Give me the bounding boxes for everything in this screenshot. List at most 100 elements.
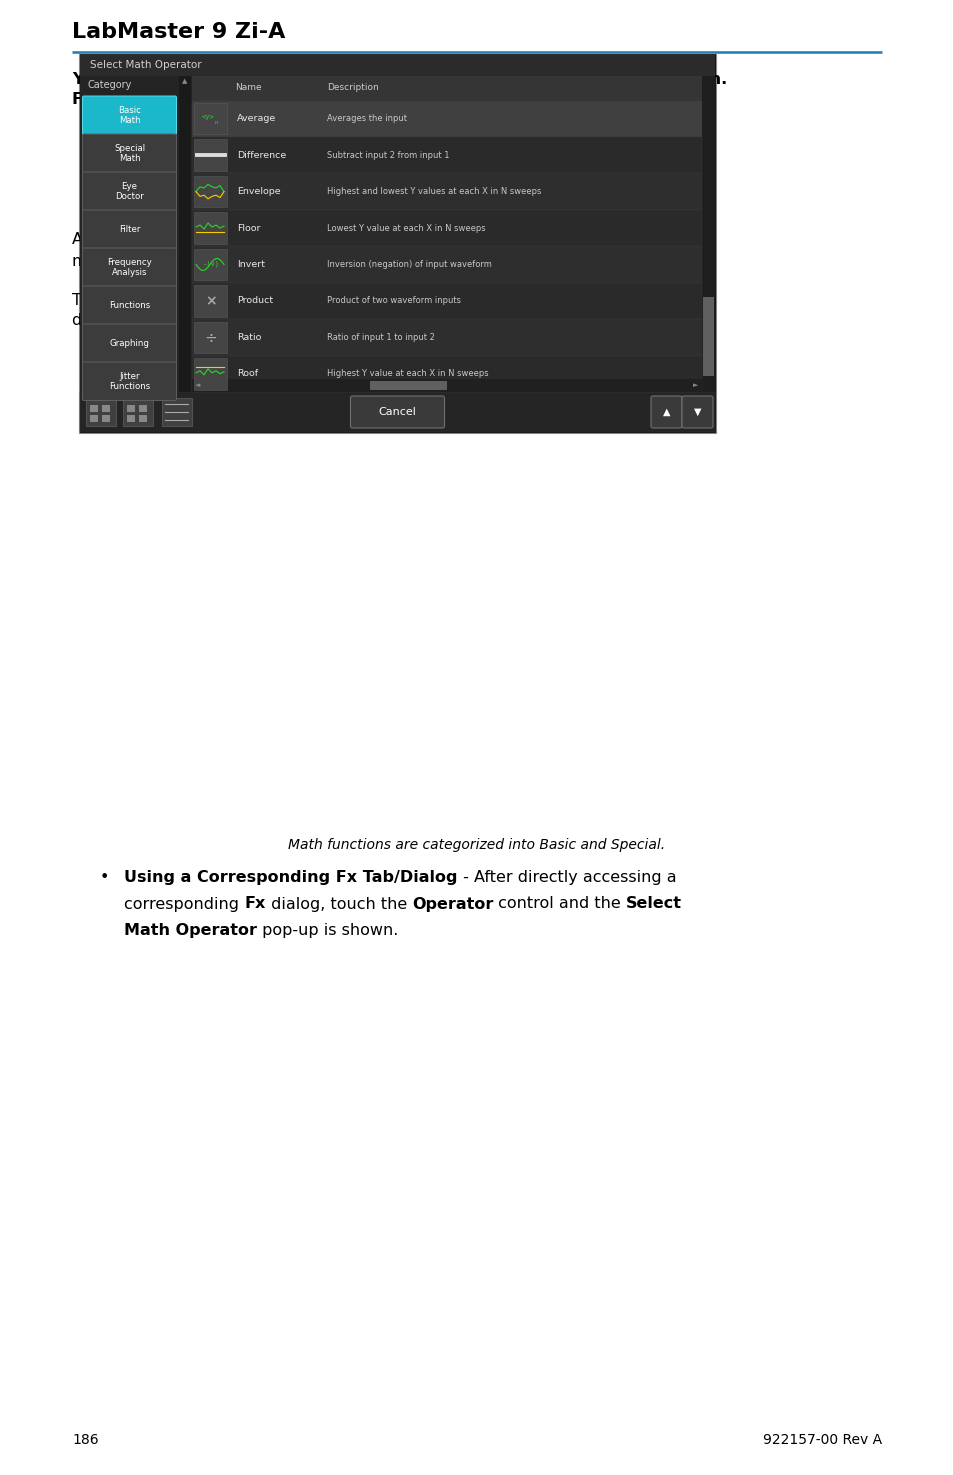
Text: Using the Fx Buttons on the Math Dialog: Using the Fx Buttons on the Math Dialog [124, 353, 493, 367]
Text: Subtract input 2 from input 1: Subtract input 2 from input 1 [327, 150, 449, 159]
Bar [86, 398, 116, 426]
Text: ▲: ▲ [662, 407, 670, 417]
Bar [194, 249, 227, 280]
Text: dialog, touch the: dialog, touch the [265, 897, 412, 912]
Bar [194, 358, 227, 389]
Text: Select Math Operator: Select Math Operator [90, 60, 201, 69]
Text: Frequency
Analysis: Frequency Analysis [107, 258, 152, 277]
Bar [127, 414, 135, 422]
Text: Fx: Fx [244, 897, 265, 912]
Bar [192, 246, 700, 283]
FancyBboxPatch shape [650, 395, 681, 428]
Text: Envelope: Envelope [236, 187, 280, 196]
Text: Jitter
Functions: Jitter Functions [109, 372, 150, 391]
Text: Highest and lowest Y values at each X in N sweeps: Highest and lowest Y values at each X in… [327, 187, 540, 196]
Text: making Trace F1 an average of Channel 1.: making Trace F1 an average of Channel 1. [124, 130, 464, 145]
Text: •: • [100, 353, 110, 367]
FancyBboxPatch shape [82, 134, 176, 173]
Bar [80, 75, 192, 392]
Bar [192, 209, 700, 246]
Text: Product of two waveform inputs: Product of two waveform inputs [327, 296, 460, 305]
Bar [194, 140, 227, 171]
Text: Average: Average [236, 114, 276, 124]
Text: Inversion (negation) of input waveform: Inversion (negation) of input waveform [327, 260, 492, 268]
Text: Basic
Math: Basic Math [118, 106, 141, 125]
Text: Floor: Floor [236, 224, 260, 233]
Text: Eye
Doctor: Eye Doctor [115, 181, 144, 201]
Text: ▲: ▲ [182, 78, 188, 84]
FancyBboxPatch shape [350, 395, 444, 428]
Text: button on the: button on the [145, 379, 265, 394]
Bar [701, 296, 713, 376]
Bar [192, 100, 700, 137]
Bar [102, 406, 110, 412]
Bar [192, 174, 700, 209]
Bar [139, 414, 147, 422]
Bar [179, 75, 191, 392]
Text: Name: Name [234, 84, 261, 93]
Bar [80, 55, 714, 75]
Text: pop-up is: pop-up is [601, 379, 680, 394]
Text: •: • [100, 870, 110, 885]
Text: making Trace F3 a zoom of F2.: making Trace F3 a zoom of F2. [124, 190, 370, 207]
Text: Special
Math: Special Math [113, 143, 145, 162]
Text: Choices: Choices [236, 80, 274, 90]
Bar [192, 137, 700, 174]
Bar [162, 398, 192, 426]
Text: Product: Product [236, 296, 273, 305]
Text: Averages the input: Averages the input [327, 114, 407, 124]
Text: Select: Select [625, 897, 681, 912]
Text: Math Operator: Math Operator [124, 923, 256, 938]
Text: •: • [100, 161, 110, 176]
Text: ×: × [205, 294, 216, 308]
Text: Graphing: Graphing [110, 339, 150, 348]
Text: - After directly accessing a: - After directly accessing a [457, 870, 676, 885]
Text: - After directly touching an: - After directly touching an [493, 353, 713, 367]
Text: Highest Y value at each X in N sweeps: Highest Y value at each X in N sweeps [327, 369, 488, 378]
Bar [79, 53, 716, 434]
FancyBboxPatch shape [681, 395, 712, 428]
Text: There are two ways to select your math operator during setup. They only
differ i: There are two ways to select your math o… [71, 294, 661, 329]
Bar [139, 406, 147, 412]
Text: menu bar.: menu bar. [71, 254, 153, 268]
Text: Select Math Operator: Select Math Operator [407, 379, 601, 394]
Text: Filter: Filter [119, 224, 140, 233]
Bar [194, 176, 227, 208]
Text: control and the: control and the [493, 897, 625, 912]
Bar [192, 319, 700, 355]
Text: Functions: Functions [109, 301, 150, 310]
Bar [90, 414, 98, 422]
Text: making Trace F2 an FFT of F1.: making Trace F2 an FFT of F1. [124, 161, 365, 176]
Bar [80, 55, 714, 432]
Text: shown.: shown. [124, 406, 180, 420]
Bar [370, 381, 446, 389]
Bar [700, 75, 714, 392]
Bar [192, 75, 700, 100]
Text: on the: on the [604, 232, 660, 246]
Text: Ratio: Ratio [236, 333, 261, 342]
FancyBboxPatch shape [82, 209, 176, 248]
Text: Description: Description [327, 84, 378, 93]
Text: LabMaster 9 Zi-A: LabMaster 9 Zi-A [71, 22, 285, 41]
Text: n: n [214, 121, 217, 125]
Text: Category: Category [88, 80, 132, 90]
Bar [123, 398, 152, 426]
Text: ÷: ÷ [204, 330, 217, 345]
Bar [102, 414, 110, 422]
Text: -(v): -(v) [203, 260, 220, 267]
Bar [127, 406, 135, 412]
FancyBboxPatch shape [82, 96, 176, 134]
FancyBboxPatch shape [82, 324, 176, 363]
Text: <y>: <y> [201, 114, 214, 119]
Text: Access the main Math dialog by selecting: Access the main Math dialog by selecting [71, 232, 411, 246]
Bar [192, 379, 700, 392]
Bar [194, 212, 227, 243]
Bar [192, 355, 700, 392]
Text: Math: Math [265, 379, 311, 394]
Text: corresponding: corresponding [124, 897, 244, 912]
Bar [194, 103, 227, 134]
Bar [80, 392, 714, 432]
Bar [194, 285, 227, 317]
Text: Operator: Operator [412, 897, 493, 912]
Text: ▼: ▼ [693, 407, 700, 417]
